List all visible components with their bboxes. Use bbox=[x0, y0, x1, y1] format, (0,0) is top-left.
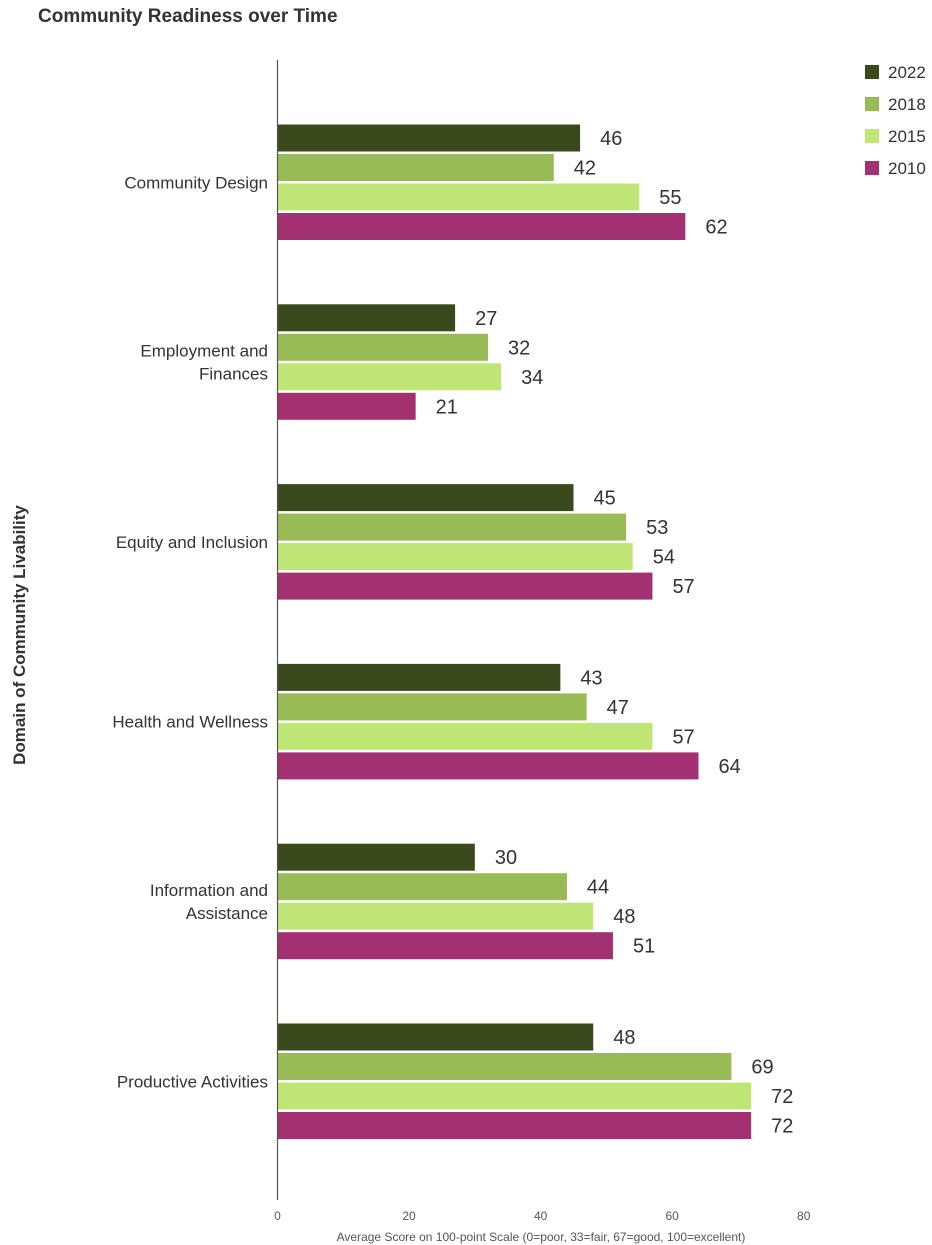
category-label: Health and Wellness bbox=[112, 713, 268, 732]
x-tick-label: 20 bbox=[402, 1209, 416, 1223]
bar bbox=[277, 543, 633, 571]
legend-label: 2010 bbox=[888, 159, 926, 178]
data-label: 21 bbox=[436, 396, 458, 418]
bar bbox=[277, 124, 581, 152]
data-label: 44 bbox=[587, 877, 609, 899]
data-label: 43 bbox=[580, 667, 602, 689]
bar bbox=[277, 932, 613, 960]
legend-swatch bbox=[865, 129, 879, 143]
data-label: 55 bbox=[659, 187, 681, 209]
category-label: Community Design bbox=[124, 173, 268, 192]
category-label: Finances bbox=[199, 365, 268, 384]
bar bbox=[277, 843, 475, 871]
data-label: 62 bbox=[705, 217, 727, 239]
data-label: 72 bbox=[771, 1116, 793, 1138]
bar bbox=[277, 722, 653, 750]
x-tick-label: 0 bbox=[274, 1209, 281, 1223]
y-axis-title: Domain of Community Livability bbox=[10, 505, 29, 765]
data-label: 30 bbox=[495, 847, 517, 869]
data-label: 51 bbox=[633, 936, 655, 958]
legend-label: 2015 bbox=[888, 127, 926, 146]
category-label: Assistance bbox=[186, 904, 268, 923]
bar bbox=[277, 183, 640, 211]
data-label: 48 bbox=[613, 1027, 635, 1049]
bar bbox=[277, 873, 567, 901]
bar bbox=[277, 213, 686, 240]
legend-label: 2022 bbox=[888, 63, 926, 82]
data-label: 47 bbox=[607, 697, 629, 719]
bar bbox=[277, 333, 488, 361]
data-label: 42 bbox=[574, 158, 596, 180]
bar bbox=[277, 392, 416, 420]
bar bbox=[277, 304, 456, 332]
legend-swatch bbox=[865, 65, 879, 79]
data-label: 48 bbox=[613, 906, 635, 928]
bar bbox=[277, 902, 594, 930]
data-label: 54 bbox=[653, 547, 675, 569]
category-label: Equity and Inclusion bbox=[116, 533, 268, 552]
bar bbox=[277, 1023, 594, 1051]
bar bbox=[277, 513, 627, 541]
x-tick-label: 80 bbox=[797, 1209, 811, 1223]
data-label: 64 bbox=[718, 756, 740, 778]
category-label: Information and bbox=[150, 881, 268, 900]
x-tick-label: 40 bbox=[534, 1209, 548, 1223]
data-label: 34 bbox=[521, 367, 543, 389]
data-label: 72 bbox=[771, 1086, 793, 1108]
x-axis-title: Average Score on 100-point Scale (0=poor… bbox=[337, 1230, 746, 1244]
data-label: 27 bbox=[475, 308, 497, 330]
data-label: 57 bbox=[672, 576, 694, 598]
bar bbox=[277, 693, 587, 721]
data-label: 45 bbox=[594, 488, 616, 510]
data-label: 69 bbox=[751, 1057, 773, 1079]
bar bbox=[277, 154, 554, 181]
bar bbox=[277, 1053, 732, 1080]
bar bbox=[277, 1112, 752, 1139]
legend-swatch bbox=[865, 97, 879, 111]
data-label: 53 bbox=[646, 517, 668, 539]
category-label: Productive Activities bbox=[117, 1072, 268, 1091]
bar bbox=[277, 484, 574, 512]
bar bbox=[277, 1082, 752, 1110]
data-label: 32 bbox=[508, 337, 530, 359]
legend-swatch bbox=[865, 161, 879, 175]
data-label: 46 bbox=[600, 128, 622, 150]
data-label: 57 bbox=[672, 726, 694, 748]
bar bbox=[277, 572, 653, 600]
chart-title: Community Readiness over Time bbox=[38, 6, 338, 27]
x-tick-label: 60 bbox=[666, 1209, 680, 1223]
bar bbox=[277, 752, 699, 780]
category-label: Employment and bbox=[140, 342, 268, 361]
legend-label: 2018 bbox=[888, 95, 926, 114]
bar bbox=[277, 363, 502, 391]
bar bbox=[277, 663, 561, 691]
